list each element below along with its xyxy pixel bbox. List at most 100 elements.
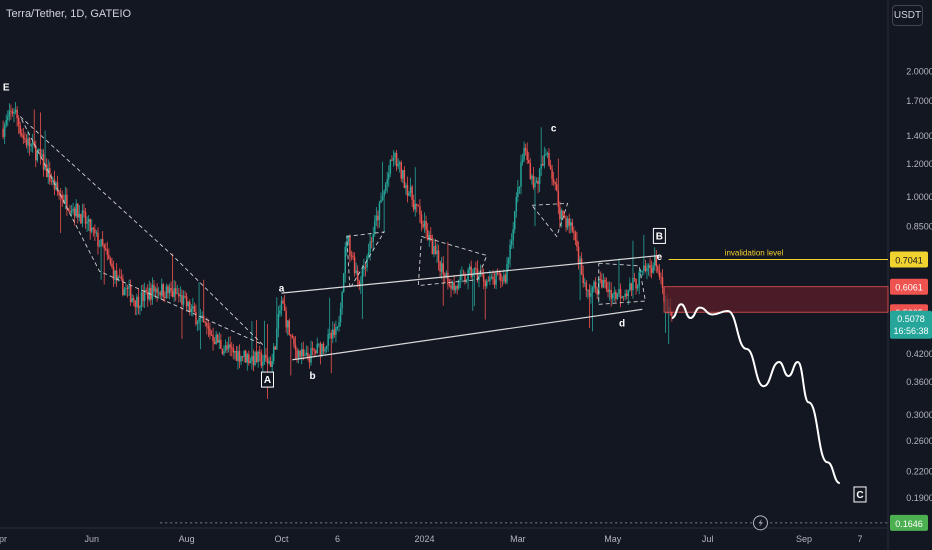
candle-body (582, 274, 584, 284)
candle-body (482, 274, 485, 282)
candle-body (125, 288, 127, 290)
candle-body (388, 173, 390, 180)
candle-body (50, 181, 53, 183)
candle-body (145, 289, 147, 292)
candle-body (220, 339, 222, 349)
price-badge (890, 251, 928, 268)
candle-body (549, 165, 552, 170)
currency-button[interactable]: USDT (892, 5, 923, 26)
candle-body (537, 180, 539, 185)
candle-body (108, 254, 110, 259)
candle-body (89, 219, 91, 232)
candle-body (590, 293, 592, 297)
candle-body (521, 159, 524, 163)
wave-label: e (657, 252, 663, 263)
candle-body (53, 179, 56, 190)
candle-body (428, 234, 430, 240)
candle-body (167, 286, 169, 294)
candle-body (109, 258, 112, 264)
candle-body (13, 111, 15, 114)
candle-body (151, 284, 154, 300)
candle-body (344, 247, 346, 274)
candle-body (512, 229, 514, 241)
candle-body (472, 273, 474, 277)
candle-body (495, 272, 497, 285)
candle-body (126, 288, 129, 289)
candle-body (327, 334, 329, 346)
candle-body (314, 350, 317, 354)
candle-body (106, 249, 109, 255)
candle-body (657, 266, 659, 271)
candle-body (383, 190, 385, 197)
candle-body (524, 147, 527, 151)
candle-body (542, 164, 544, 166)
upper-trendline (281, 254, 660, 294)
candle-body (42, 154, 45, 170)
candle-body (322, 343, 325, 352)
candle-body (154, 288, 157, 292)
candle-body (591, 287, 594, 294)
candle-body (122, 278, 124, 296)
candle-body (80, 213, 82, 224)
candle-body (643, 265, 645, 271)
candle-body (496, 272, 499, 274)
price-badge-label: 0.7041 (895, 256, 923, 266)
candle-body (583, 282, 586, 284)
candle-body (226, 345, 228, 350)
candle-body (462, 274, 465, 275)
candle-body (103, 245, 105, 249)
candle-body (265, 354, 267, 359)
candle-body (201, 315, 203, 318)
candle-body (297, 350, 300, 358)
candle-body (616, 293, 619, 299)
candle-body (459, 276, 462, 280)
candle-body (588, 289, 591, 297)
candle-body (248, 354, 250, 364)
candle-body (613, 292, 616, 294)
candle-body (78, 213, 81, 218)
candle-body (83, 210, 85, 213)
candle-body (137, 296, 140, 309)
candle-body (392, 157, 395, 161)
candle-body (484, 281, 486, 287)
candle-body (294, 344, 297, 350)
candle-body (355, 270, 357, 274)
candle-body (240, 356, 242, 362)
candle-body (338, 322, 340, 327)
x-tick-label: Sep (796, 534, 812, 544)
candle-body (557, 190, 560, 207)
candle-body (98, 246, 101, 247)
candle-body (73, 208, 76, 217)
candle-body (325, 345, 328, 350)
countdown-label: 16:56:38 (893, 326, 928, 336)
candle-body (658, 270, 661, 277)
candle-body (464, 274, 466, 282)
candle-body (150, 287, 152, 300)
candle-body (551, 169, 553, 180)
candle-body (307, 352, 309, 359)
candle-body (229, 344, 231, 348)
candle-body (36, 150, 39, 161)
candle-body (450, 285, 452, 289)
candle-body (260, 352, 263, 366)
candle-body (412, 199, 415, 210)
candle-body (487, 280, 490, 282)
candle-body (47, 168, 49, 178)
candle-body (605, 282, 608, 290)
candle-body (268, 361, 270, 364)
candle-body (187, 301, 189, 307)
candle-body (213, 341, 216, 345)
candle-body (128, 285, 130, 289)
candle-body (405, 185, 407, 189)
candle-body (374, 220, 376, 234)
candle-body (625, 293, 628, 297)
wave-label: c (551, 124, 557, 135)
candle-body (91, 227, 93, 232)
candle-body (14, 109, 17, 112)
candle-body (324, 349, 326, 352)
candle-body (504, 275, 507, 283)
candle-body (105, 248, 107, 250)
candle-body (8, 110, 11, 117)
